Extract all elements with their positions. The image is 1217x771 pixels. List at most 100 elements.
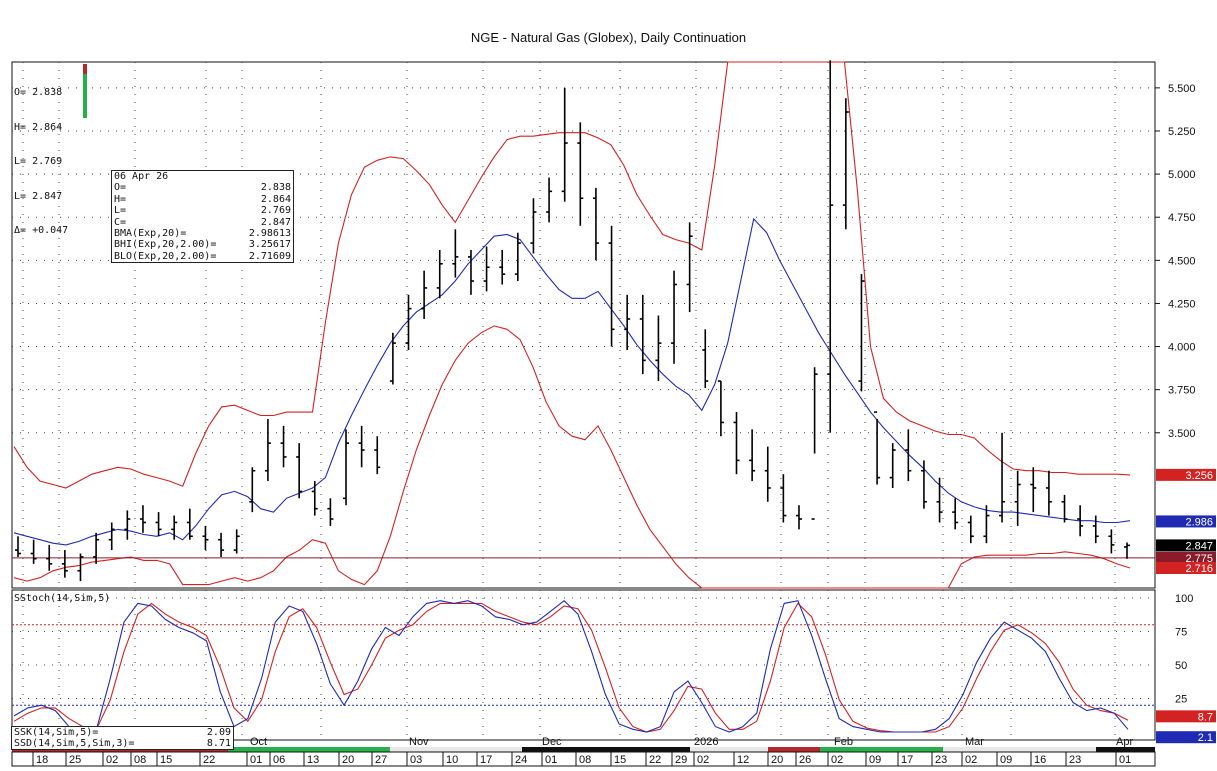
ohlc-bar	[764, 446, 771, 502]
price-tag	[1156, 551, 1216, 564]
ohlc-bar	[842, 98, 849, 230]
x-day-label: 09	[1000, 754, 1012, 766]
ohlc-bar	[499, 249, 506, 285]
ohlc-bar	[983, 505, 990, 544]
x-day-label: 22	[649, 754, 661, 766]
x-day-label: 26	[799, 754, 811, 766]
ohlc-bar	[61, 550, 68, 578]
info-label: O=	[114, 182, 127, 194]
ohlc-bar	[733, 412, 740, 475]
x-day-label: 17	[901, 754, 913, 766]
ohlc-bar	[405, 294, 412, 351]
ohlc-bar	[874, 411, 881, 485]
ohlc-bar	[77, 553, 84, 582]
x-day-label: 02	[965, 754, 977, 766]
ohlc-bar	[624, 294, 631, 351]
price-tag-label: 2.986	[1185, 516, 1213, 528]
ssk-line	[13, 599, 1129, 733]
info-date: 06 Apr 26	[114, 171, 169, 182]
ohlc-bar	[749, 429, 756, 482]
ohlc-bar	[655, 315, 662, 382]
month-band	[228, 747, 390, 752]
x-day-label: 16	[1034, 754, 1046, 766]
y-tick-label: 4.750	[1168, 212, 1196, 224]
ohlc-label: O=	[14, 87, 27, 98]
ohlc-bar	[280, 425, 287, 468]
stoch-value: 2.09	[206, 727, 231, 738]
info-value: 2.769	[260, 205, 291, 217]
x-day-label: 09	[869, 754, 881, 766]
info-label: L=	[114, 205, 127, 217]
ohlc-bar	[343, 429, 350, 506]
ohlc-value: 2.864	[32, 121, 63, 133]
x-day-label: 12	[737, 754, 749, 766]
ohlc-readout: O= 2.838 H= 2.864 L= 2.769 L= 2.847 Δ= +…	[14, 64, 68, 248]
info-label: C=	[114, 216, 127, 228]
stoch-value: 8.71	[206, 738, 231, 749]
ohlc-bar	[592, 187, 599, 261]
x-month-label: Mar	[965, 736, 984, 748]
x-month-label: Feb	[834, 736, 853, 748]
ohlc-bar	[436, 249, 443, 299]
chart-title: NGE - Natural Gas (Globex), Daily Contin…	[470, 30, 747, 45]
price-tag	[1156, 561, 1216, 574]
x-day-label: 08	[134, 754, 146, 766]
stoch-tick-label: 50	[1175, 660, 1187, 672]
x-day-label: 02	[697, 754, 709, 766]
ohlc-bar	[421, 270, 428, 319]
ohlc-bar	[389, 332, 396, 385]
x-day-label: 01	[1119, 754, 1131, 766]
x-day-label: 13	[307, 754, 319, 766]
month-band	[820, 747, 943, 752]
x-day-label: 08	[579, 754, 591, 766]
month-band	[690, 747, 768, 752]
ohlc-bar	[608, 225, 615, 347]
ohlc-bar	[795, 505, 802, 530]
y-tick-label: 3.500	[1168, 428, 1196, 440]
stoch-tick-label: 100	[1175, 593, 1193, 605]
ohlc-bar	[46, 544, 53, 571]
bollinger-lower-band	[13, 325, 1131, 589]
price-tag-label: 2.716	[1185, 563, 1213, 575]
x-day-label: 10	[446, 754, 458, 766]
ohlc-bar	[108, 522, 115, 551]
x-month-label: Oct	[250, 736, 267, 748]
info-value: 3.25617	[248, 239, 291, 251]
price-tag	[1156, 539, 1216, 552]
x-month-label: Apr	[1116, 736, 1133, 748]
ohlc-bar	[686, 222, 693, 313]
x-day-label: 06	[273, 754, 285, 766]
ohlc-label: L=	[14, 190, 27, 202]
ohlc-bar	[514, 232, 521, 282]
ohlc-bar	[311, 481, 318, 516]
ohlc-bar	[218, 532, 225, 557]
y-tick-label: 4.250	[1168, 298, 1196, 310]
info-value: 2.864	[260, 193, 291, 205]
ohlc-bar	[15, 536, 21, 557]
bollinger-info-box: 06 Apr 26 O= 2.838 H= 2.864 L= 2.769 C= 2.84…	[111, 170, 294, 264]
stochastic-title: SStoch(14,Sim,5)	[14, 593, 111, 604]
y-tick-label: 5.000	[1168, 169, 1196, 181]
x-day-label: 02	[831, 754, 843, 766]
x-day-label: 01	[250, 754, 262, 766]
stoch-tag	[1156, 731, 1216, 744]
ohlc-bar	[561, 87, 568, 202]
info-value: 2.71609	[248, 250, 291, 262]
ohlc-bar	[671, 270, 678, 364]
x-day-label: 15	[614, 754, 626, 766]
stoch-label: SSD(14,Sim,5,Sim,3)=	[14, 738, 135, 749]
ohlc-bar	[920, 460, 927, 509]
info-value: 2.838	[260, 182, 291, 194]
x-day-label: 23	[935, 754, 947, 766]
x-day-label: 29	[675, 754, 687, 766]
ohlc-bar	[811, 367, 818, 520]
y-tick-label: 5.250	[1168, 126, 1196, 138]
stoch-tag-label: 2.1	[1198, 732, 1213, 744]
ohlc-bar	[827, 60, 834, 433]
x-month-label: Nov	[409, 736, 429, 748]
x-day-label: 20	[771, 754, 783, 766]
ohlc-bar	[1061, 494, 1068, 523]
x-day-label: 15	[160, 754, 172, 766]
ohlc-bar	[264, 418, 271, 482]
